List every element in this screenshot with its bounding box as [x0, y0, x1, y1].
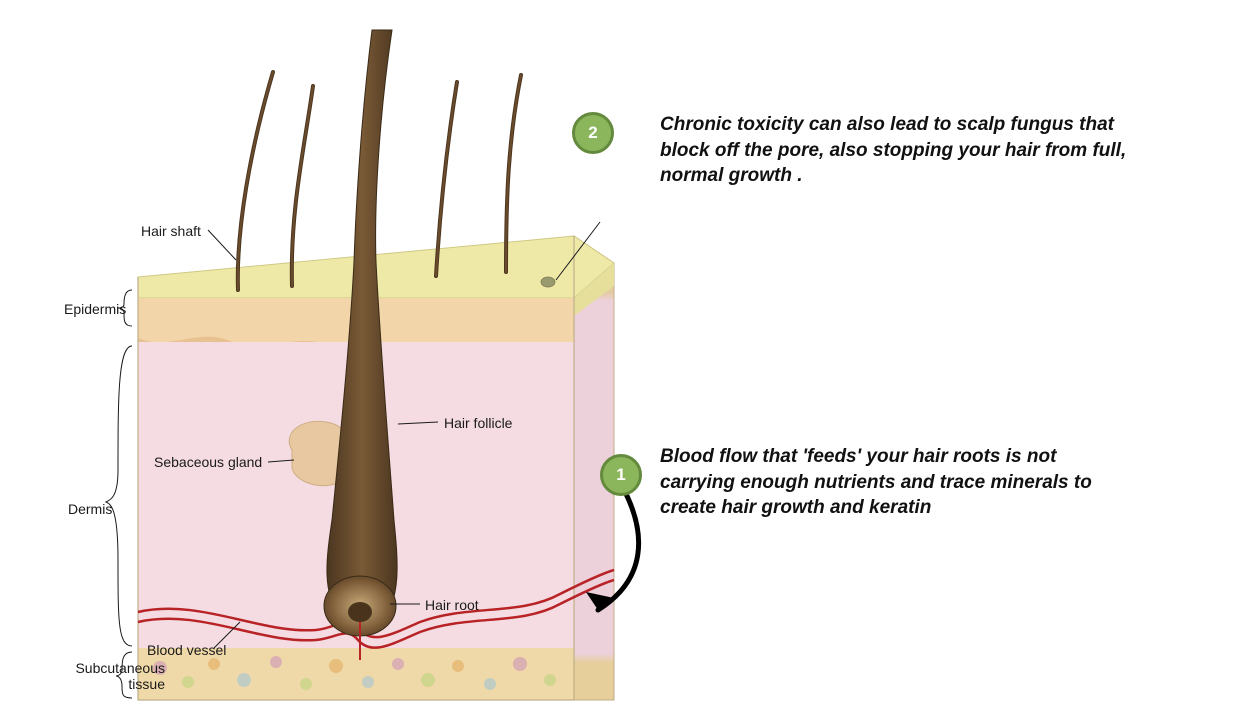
- label-dermis: Dermis: [68, 501, 112, 517]
- label-sebaceous-gland: Sebaceous gland: [154, 454, 262, 470]
- badge-2: 2: [572, 112, 614, 154]
- label-epidermis: Epidermis: [64, 301, 126, 317]
- badge-1: 1: [600, 454, 642, 496]
- label-blood-vessel: Blood vessel: [147, 642, 226, 658]
- hair-papilla: [348, 602, 372, 622]
- badge-1-number: 1: [616, 465, 625, 485]
- annotation-1-text: Blood flow that 'feeds' your hair roots …: [660, 444, 1130, 521]
- skin-cross-section-svg: [0, 0, 1246, 720]
- label-subcutaneous: Subcutaneous tissue: [45, 660, 165, 692]
- label-hair-shaft: Hair shaft: [141, 223, 201, 239]
- layer-braces: [106, 290, 132, 698]
- fungus-dot: [541, 277, 555, 287]
- annotation-2-text: Chronic toxicity can also lead to scalp …: [660, 112, 1130, 189]
- label-hair-follicle: Hair follicle: [444, 415, 512, 431]
- diagram-stage: Hair shaft Epidermis Dermis Subcutaneous…: [0, 0, 1246, 720]
- badge-2-number: 2: [588, 123, 597, 143]
- label-hair-root: Hair root: [425, 597, 479, 613]
